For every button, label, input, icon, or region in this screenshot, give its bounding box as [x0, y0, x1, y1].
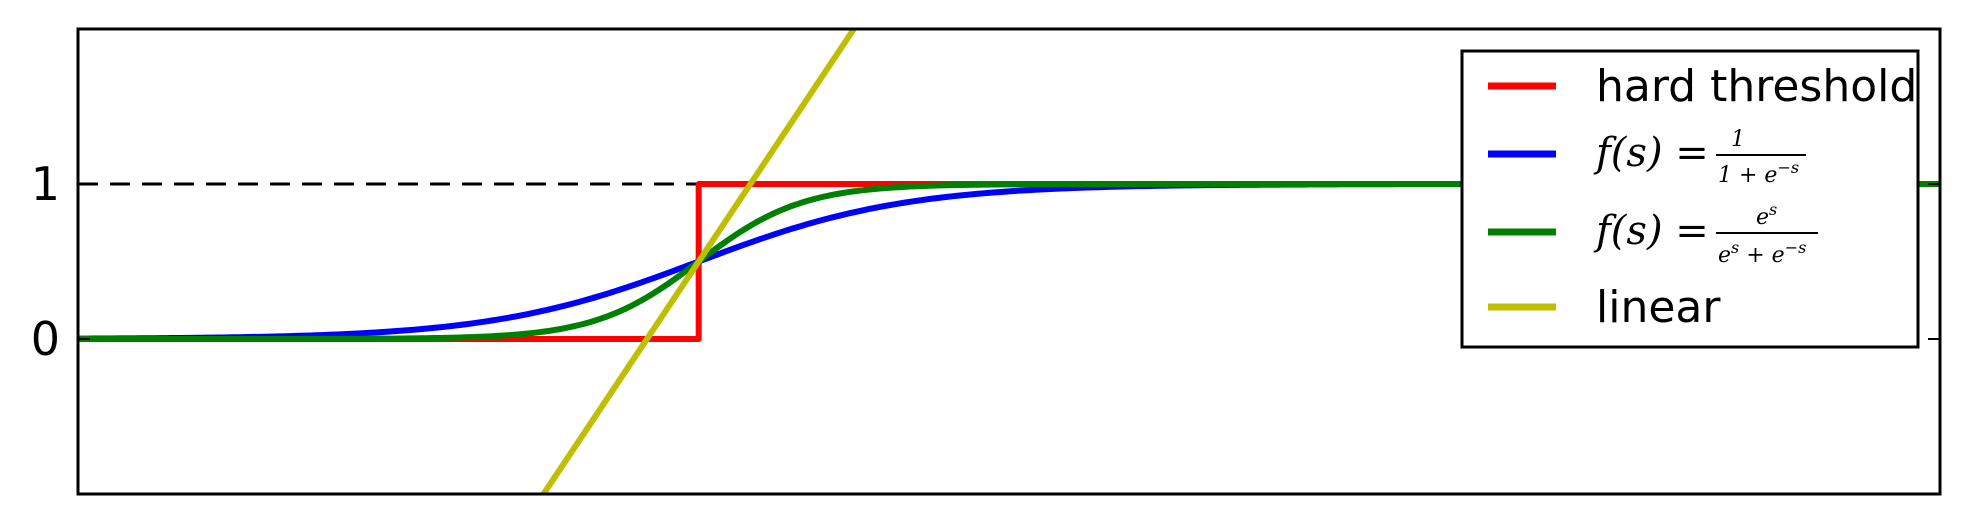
plot-frame [76, 27, 1942, 496]
svg-text:1 + e−s: 1 + e−s [1718, 158, 1799, 188]
svg-text:1: 1 [1731, 127, 1745, 152]
legend-label-hard-threshold: hard threshold [1596, 61, 1917, 112]
y-tick-label-1: 1 [31, 157, 60, 211]
svg-text:f(s) =: f(s) = [1593, 208, 1709, 254]
legend-label-linear: linear [1596, 282, 1721, 333]
legend-box [1460, 49, 1920, 349]
svg-text:es + e−s: es + e−s [1718, 238, 1806, 268]
legend: hard threshold f(s) = 1 1 + e−s f(s) = e… [1460, 49, 1920, 349]
svg-text:es: es [1756, 200, 1777, 230]
series-line-linear [541, 29, 857, 494]
svg-text:f(s) =: f(s) = [1593, 130, 1709, 176]
y-tick-label-0: 0 [31, 312, 60, 366]
legend-label-softmax: f(s) = es es + e−s [1593, 200, 1818, 268]
legend-label-logistic: f(s) = 1 1 + e−s [1593, 127, 1806, 188]
